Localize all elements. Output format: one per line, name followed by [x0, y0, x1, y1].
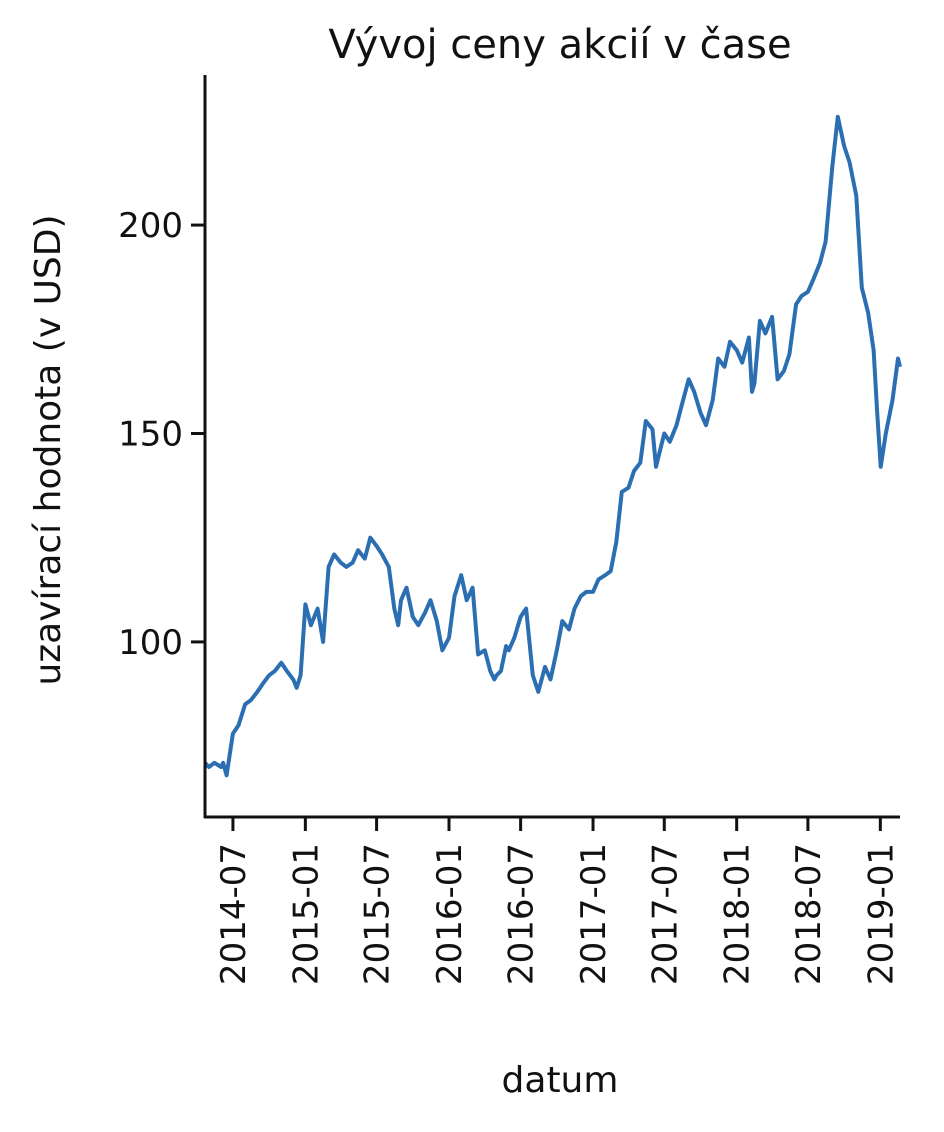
y-tick-label: 150	[118, 414, 183, 454]
x-tick-label: 2016-07	[502, 843, 542, 985]
x-tick-label: 2016-01	[430, 843, 470, 985]
y-axis-ticks: 100 150 200	[118, 206, 205, 663]
x-axis-ticks: 2014-07 2015-01 2015-07 2016-01 2016-07 2017-…	[214, 817, 901, 985]
series-line-0	[203, 114, 902, 778]
y-axis-label: uzavírací hodnota (v USD)	[28, 214, 69, 685]
x-tick-label: 2019-01	[861, 843, 901, 985]
chart-title: Vývoj ceny akcií v čase	[328, 22, 791, 68]
x-tick-label: 2015-07	[358, 843, 398, 985]
y-tick-label: 100	[118, 623, 183, 663]
x-axis-label: datum	[502, 1060, 619, 1101]
x-tick-label: 2017-01	[574, 843, 614, 985]
x-tick-label: 2018-07	[789, 843, 829, 985]
x-tick-label: 2018-01	[718, 843, 758, 985]
x-tick-label: 2015-01	[286, 843, 326, 985]
x-tick-label: 2014-07	[214, 843, 254, 985]
x-tick-label: 2017-07	[645, 843, 685, 985]
plot-area	[203, 114, 902, 778]
y-tick-label: 200	[118, 206, 183, 246]
